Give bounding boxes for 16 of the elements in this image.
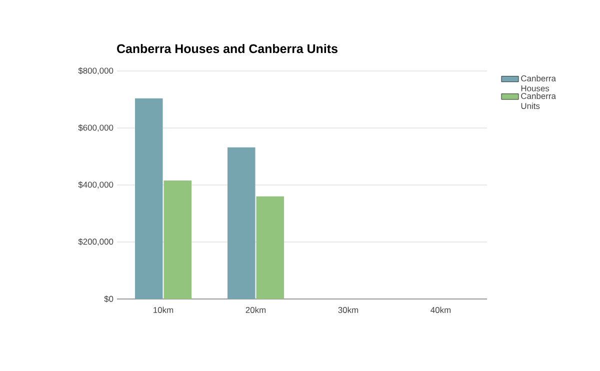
legend-label: Canberra Houses (521, 75, 556, 92)
bar (164, 180, 192, 299)
legend-label: Canberra Units (521, 92, 556, 109)
chart-title: Canberra Houses and Canberra Units (117, 44, 338, 54)
y-tick-label: $800,000 (78, 67, 114, 75)
x-tick-label: 30km (338, 306, 358, 313)
x-tick-label: 20km (246, 306, 266, 313)
y-tick-label: $600,000 (78, 124, 114, 132)
y-tick-label: $400,000 (78, 181, 114, 189)
x-tick-label: 40km (430, 306, 451, 313)
bar (256, 196, 284, 299)
x-tick-label: 10km (154, 306, 174, 313)
bar (228, 147, 256, 299)
bar (135, 98, 163, 299)
y-tick-label: $0 (104, 296, 114, 302)
y-tick-label: $200,000 (78, 238, 114, 246)
